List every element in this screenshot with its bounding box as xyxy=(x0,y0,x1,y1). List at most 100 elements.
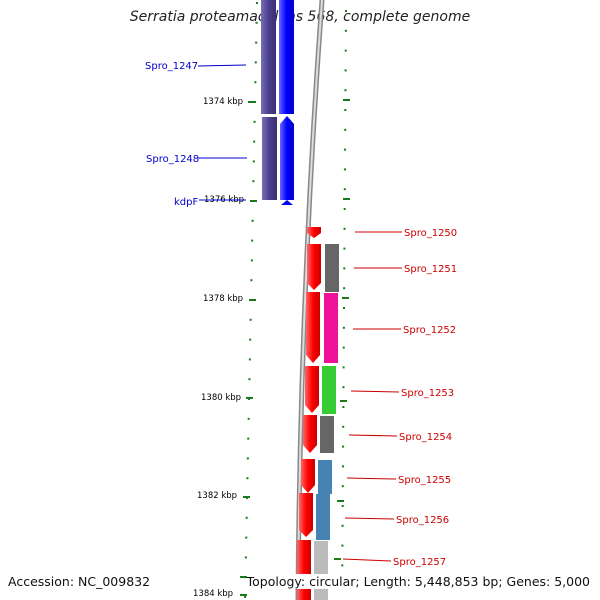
cog-spro-1252[interactable] xyxy=(324,293,338,363)
gene-spro-1256[interactable] xyxy=(299,493,313,537)
tick-mark xyxy=(255,41,258,44)
tick-mark xyxy=(342,326,345,329)
tick-mark xyxy=(342,346,345,349)
tick-mark xyxy=(246,457,249,460)
tick-mark xyxy=(254,81,257,84)
label-spro-1257[interactable]: Spro_1257 xyxy=(393,557,446,568)
tick-mark xyxy=(344,29,347,32)
tick-mark xyxy=(341,465,344,468)
tick-mark xyxy=(252,160,255,163)
tick-mark xyxy=(248,378,251,381)
label-spro-1253[interactable]: Spro_1253 xyxy=(401,388,454,399)
tick-mark xyxy=(245,536,248,539)
tick-mark xyxy=(249,338,252,341)
cog-spro-1257[interactable] xyxy=(314,541,328,600)
tick-mark xyxy=(253,140,256,143)
reverse-strand-genes xyxy=(297,227,321,600)
tick-mark xyxy=(343,287,346,290)
tick-mark xyxy=(254,61,257,64)
tick-mark xyxy=(343,188,346,191)
forward-gene-labels: Spro_1247 Spro_1248 kdpF xyxy=(145,61,247,208)
gene-spro-1248-cog[interactable] xyxy=(262,117,277,200)
major-tick xyxy=(337,500,344,502)
gene-spro-1247[interactable] xyxy=(279,0,294,114)
tick-mark xyxy=(341,544,344,547)
major-tick xyxy=(340,400,347,402)
major-tick xyxy=(240,594,247,596)
tick-mark xyxy=(342,445,345,448)
tick-mark xyxy=(343,227,346,230)
label-spro-1247[interactable]: Spro_1247 xyxy=(145,61,198,72)
tick-mark xyxy=(244,556,247,559)
tick-mark xyxy=(244,596,247,598)
major-tick xyxy=(246,397,253,399)
tick-mark xyxy=(344,89,347,92)
scale-label-1380: 1380 kbp xyxy=(201,393,241,403)
cog-spro-1251[interactable] xyxy=(325,244,339,292)
gene-spro-1253[interactable] xyxy=(305,366,319,413)
tick-mark xyxy=(344,49,347,52)
cog-spro-1253[interactable] xyxy=(322,366,336,414)
leader-spro-1255 xyxy=(346,477,397,480)
gene-spro-1250[interactable] xyxy=(307,227,321,238)
tick-mark xyxy=(252,180,255,183)
label-kdpf[interactable]: kdpF xyxy=(174,197,198,208)
tick-mark xyxy=(344,109,347,111)
leader-spro-1253 xyxy=(350,390,400,393)
leader-spro-1257 xyxy=(342,558,392,562)
tick-mark xyxy=(245,516,248,519)
accession-label: Accession: NC_009832 xyxy=(8,574,151,589)
tick-mark xyxy=(344,10,347,12)
tick-mark xyxy=(342,386,345,389)
tick-mark xyxy=(341,524,344,527)
label-spro-1256[interactable]: Spro_1256 xyxy=(396,515,449,526)
major-tick xyxy=(342,297,349,299)
gene-spro-1247-cog[interactable] xyxy=(261,0,276,114)
gene-spro-1252[interactable] xyxy=(306,292,320,363)
label-spro-1254[interactable]: Spro_1254 xyxy=(399,432,452,443)
gene-spro-1248[interactable] xyxy=(280,116,294,200)
gene-spro-1254[interactable] xyxy=(303,415,317,453)
gene-spro-1251[interactable] xyxy=(307,244,321,290)
tick-mark xyxy=(250,259,253,262)
forward-strand-genes xyxy=(261,0,294,205)
label-spro-1251[interactable]: Spro_1251 xyxy=(404,264,457,275)
tick-mark xyxy=(344,128,347,131)
major-tick xyxy=(250,200,257,202)
gene-kdpf[interactable] xyxy=(281,200,293,205)
tick-mark xyxy=(341,564,344,567)
leader-spro-1254 xyxy=(348,434,398,437)
gene-spro-1255[interactable] xyxy=(301,459,315,493)
cog-spro-1256[interactable] xyxy=(316,494,330,540)
cog-spro-1254[interactable] xyxy=(320,416,334,453)
topology-label: Topology: circular; Length: 5,448,853 bp… xyxy=(246,574,590,589)
major-tick xyxy=(240,576,247,578)
scale-label-1378: 1378 kbp xyxy=(203,294,243,304)
tick-mark xyxy=(343,307,346,309)
tick-mark xyxy=(342,366,345,369)
gene-spro-1257[interactable] xyxy=(297,540,311,600)
scale-label-1382: 1382 kbp xyxy=(197,491,237,501)
scale-labels: 1374 kbp 1376 kbp 1378 kbp 1380 kbp 1382… xyxy=(193,97,244,599)
tick-mark xyxy=(246,477,249,480)
tick-mark xyxy=(341,505,344,507)
tick-mark xyxy=(343,168,346,171)
tick-mark xyxy=(250,279,253,282)
genome-backbone-inner xyxy=(297,0,323,600)
tick-mark xyxy=(251,219,254,222)
label-spro-1255[interactable]: Spro_1255 xyxy=(398,475,451,486)
tick-mark xyxy=(341,485,344,488)
major-tick xyxy=(343,198,350,200)
tick-mark xyxy=(249,318,252,321)
label-spro-1252[interactable]: Spro_1252 xyxy=(403,325,456,336)
tick-mark xyxy=(255,21,258,24)
cog-spro-1255[interactable] xyxy=(318,460,332,494)
tick-mark xyxy=(253,120,256,123)
tick-mark xyxy=(344,148,347,151)
tick-mark xyxy=(344,69,347,72)
major-tick xyxy=(334,558,341,560)
label-spro-1250[interactable]: Spro_1250 xyxy=(404,228,457,239)
reverse-gene-labels: Spro_1250 Spro_1251 Spro_1252 Spro_1253 … xyxy=(342,228,457,568)
leader-spro-1256 xyxy=(344,517,395,520)
label-spro-1248[interactable]: Spro_1248 xyxy=(146,154,199,165)
